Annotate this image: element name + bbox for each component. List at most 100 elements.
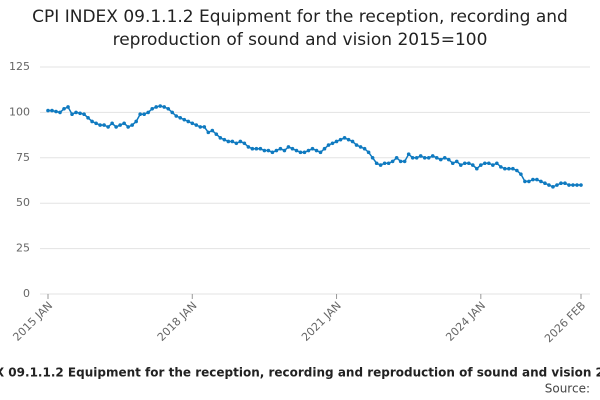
point [138, 112, 142, 117]
point [406, 152, 411, 156]
point [402, 159, 407, 164]
point [458, 163, 463, 167]
point [110, 121, 114, 126]
point [382, 161, 387, 166]
point [130, 123, 134, 127]
point [210, 128, 215, 133]
point [362, 146, 367, 151]
point [190, 121, 195, 126]
point [555, 183, 559, 187]
point [479, 163, 483, 167]
point [298, 150, 303, 155]
point [306, 148, 311, 153]
line [48, 105, 581, 188]
point [86, 116, 90, 120]
point [206, 130, 211, 135]
point [462, 161, 467, 166]
point [178, 116, 183, 120]
point [539, 179, 543, 184]
point [82, 112, 86, 117]
point [535, 177, 539, 182]
point [571, 183, 575, 187]
footer: CPI INDEX 09.1.1.2 Equipment for the rec… [0, 366, 600, 380]
point [326, 143, 331, 147]
point [182, 117, 187, 122]
point [414, 156, 419, 160]
point [58, 110, 62, 115]
y-tick-label: 100 [9, 105, 30, 118]
point [507, 166, 511, 171]
point [286, 145, 291, 149]
point [294, 148, 299, 153]
point [454, 159, 459, 164]
point [390, 159, 395, 164]
point [102, 123, 106, 127]
point [511, 166, 515, 171]
point [354, 143, 359, 147]
point [50, 108, 54, 113]
point [579, 183, 583, 187]
point [118, 123, 122, 127]
point [122, 121, 126, 126]
point [242, 141, 247, 146]
x-tick-label: 2024 JAN [443, 299, 488, 344]
point [198, 125, 203, 129]
point [515, 168, 519, 173]
point [318, 150, 323, 155]
point [394, 156, 399, 160]
point [250, 146, 255, 151]
point [246, 145, 251, 149]
point [338, 137, 343, 142]
point [166, 106, 171, 111]
point [466, 161, 471, 166]
point [358, 145, 363, 149]
point [503, 166, 507, 171]
y-tick-label: 125 [9, 60, 30, 73]
x-tick-label: 2021 JAN [299, 299, 344, 344]
point [410, 156, 415, 160]
point [154, 105, 159, 109]
point [330, 141, 335, 146]
point [106, 125, 110, 129]
x-tick-label: 2018 JAN [155, 299, 200, 344]
point [374, 161, 379, 166]
point [234, 141, 239, 146]
point [527, 179, 531, 184]
point [322, 146, 327, 151]
point [563, 181, 567, 186]
point [547, 183, 551, 187]
point [310, 146, 315, 151]
point [495, 161, 499, 166]
point [366, 150, 371, 155]
point [262, 148, 267, 153]
point [378, 163, 383, 167]
point [98, 123, 102, 127]
y-tick-label: 50 [16, 196, 30, 209]
point [575, 183, 579, 187]
point [78, 111, 82, 116]
point [74, 110, 78, 115]
point [475, 166, 479, 171]
point [142, 112, 146, 117]
point [218, 136, 223, 140]
point [274, 148, 279, 153]
point [470, 163, 475, 167]
y-tick-label: 75 [16, 151, 30, 164]
point [346, 137, 351, 142]
chart-title: CPI INDEX 09.1.1.2 Equipment for the rec… [32, 7, 568, 50]
point [430, 154, 435, 158]
point [487, 161, 491, 166]
point [146, 110, 150, 115]
point [370, 156, 375, 160]
point [186, 119, 191, 124]
point [531, 177, 535, 182]
point [422, 156, 427, 160]
point [290, 146, 295, 151]
y-tick-label: 0 [23, 287, 30, 300]
point [214, 132, 219, 136]
point [94, 121, 98, 126]
point [194, 123, 199, 127]
point [62, 106, 66, 111]
